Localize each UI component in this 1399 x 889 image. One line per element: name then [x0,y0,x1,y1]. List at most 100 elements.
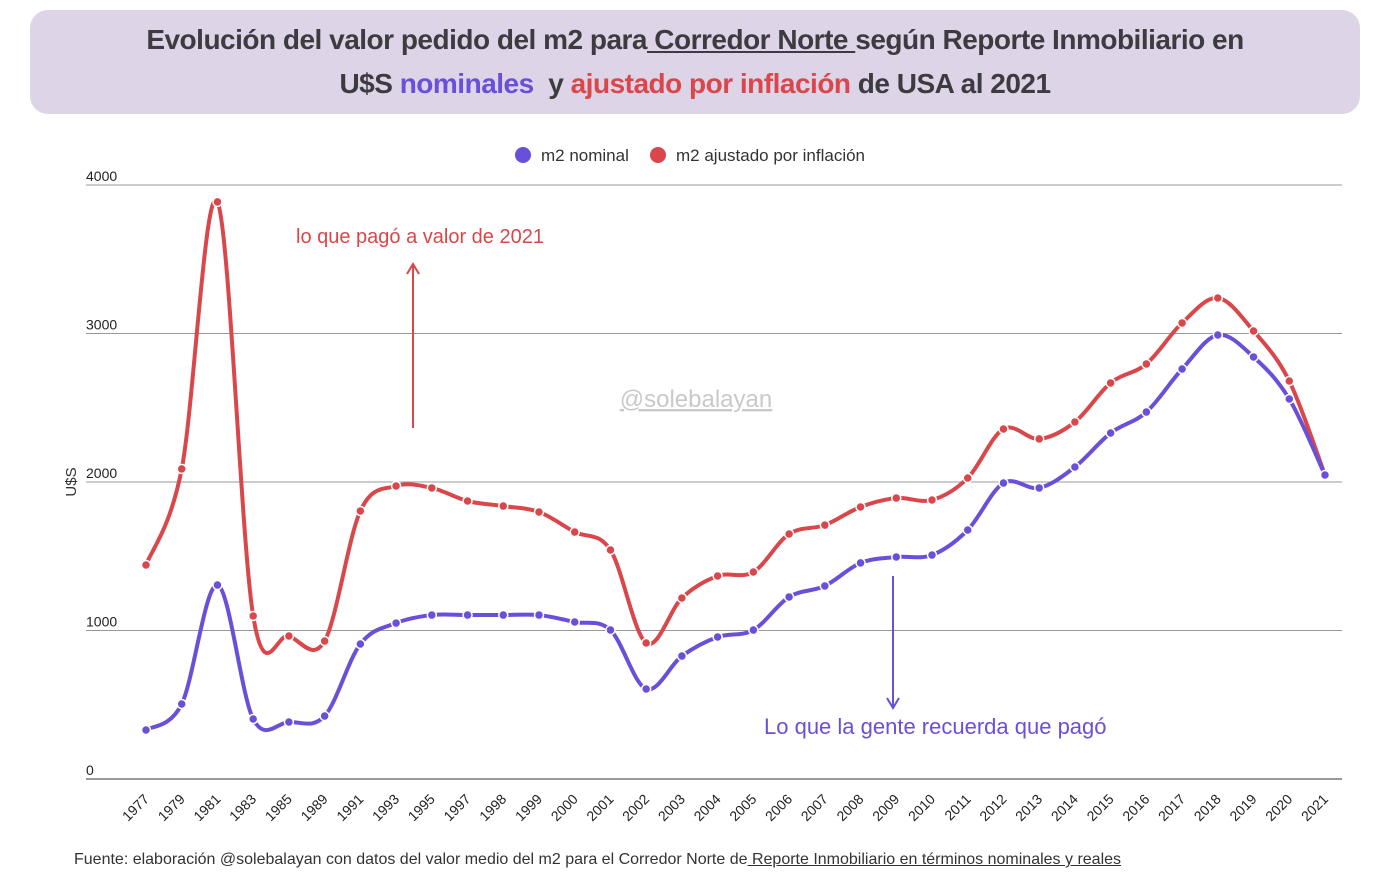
legend-marker-nominal [515,147,531,163]
annotation-nominal: Lo que la gente recuerda que pagó [764,714,1107,739]
watermark: @solebalayan [620,386,772,413]
data-point-nominal[interactable] [498,609,509,621]
title-text: según Reporte Inmobiliario en [855,24,1244,55]
data-point-nominal[interactable] [283,716,295,728]
data-point-nominal[interactable] [676,650,688,662]
x-tick-label: 2004 [690,791,723,824]
x-tick-label: 1979 [155,791,188,824]
data-point-nominal[interactable] [390,617,402,629]
source-footer: Fuente: elaboración @solebalayan con dat… [74,851,1121,869]
data-point-inflation[interactable] [1069,416,1081,428]
data-point-inflation[interactable] [1033,433,1045,445]
x-tick-label: 1983 [226,791,259,824]
data-point-nominal[interactable] [783,591,795,603]
data-point-inflation[interactable] [498,500,509,512]
title-inflation: ajustado por inflación [570,68,851,99]
data-point-inflation[interactable] [355,505,366,517]
data-point-nominal[interactable] [712,631,723,643]
data-point-inflation[interactable] [319,635,330,647]
data-point-inflation[interactable] [783,528,795,540]
data-point-inflation[interactable] [247,610,259,622]
data-point-nominal[interactable] [855,557,866,569]
x-tick-label: 2005 [726,791,759,824]
data-point-nominal[interactable] [640,683,652,695]
x-tick-label: 2000 [548,791,581,824]
data-point-nominal[interactable] [998,477,1009,489]
data-point-nominal[interactable] [1212,329,1224,341]
data-point-inflation[interactable] [819,519,831,531]
data-point-nominal[interactable] [891,551,902,563]
data-point-inflation[interactable] [1141,358,1152,370]
corredor-norte-link[interactable]: Corredor Norte [647,24,856,55]
x-tick-label: 2002 [619,791,652,824]
data-point-nominal[interactable] [605,624,616,636]
x-tick-label: 2015 [1083,791,1116,824]
data-point-nominal[interactable] [1069,461,1081,473]
data-point-inflation[interactable] [212,196,223,208]
x-tick-label: 1989 [297,791,330,824]
legend-label-nominal: m2 nominal [541,146,629,165]
data-point-nominal[interactable] [569,616,580,628]
data-point-nominal[interactable] [533,609,545,621]
data-point-nominal[interactable] [1105,427,1116,439]
x-tick-label: 2012 [976,791,1009,824]
series-line-inflation [144,198,1327,655]
data-point-nominal[interactable] [1033,482,1045,494]
data-point-nominal[interactable] [140,724,152,736]
data-point-inflation[interactable] [962,472,973,484]
data-point-nominal[interactable] [1176,363,1188,375]
data-point-inflation[interactable] [855,501,866,513]
data-point-nominal[interactable] [355,638,366,650]
source-link[interactable]: Reporte Inmobiliario en términos nominal… [747,851,1122,868]
data-point-nominal[interactable] [1284,393,1295,405]
data-point-nominal[interactable] [319,710,330,722]
data-point-nominal[interactable] [426,609,438,621]
data-point-nominal[interactable] [962,524,973,536]
x-tick-label: 2014 [1048,791,1081,824]
x-tick-label: 2017 [1155,791,1188,824]
data-point-inflation[interactable] [891,492,902,504]
data-point-inflation[interactable] [1248,325,1259,337]
data-point-inflation[interactable] [926,494,938,506]
x-tick-label: 1993 [369,791,402,824]
data-point-nominal[interactable] [1141,406,1152,418]
data-point-inflation[interactable] [605,544,616,556]
data-point-inflation[interactable] [1212,292,1224,304]
data-point-nominal[interactable] [212,579,223,591]
x-tick-label: 2016 [1119,791,1152,824]
data-point-inflation[interactable] [462,495,473,507]
data-point-inflation[interactable] [748,566,759,578]
x-tick-label: 2007 [798,791,831,824]
data-point-nominal[interactable] [462,609,473,621]
data-point-inflation[interactable] [1105,377,1116,389]
y-tick-label: 1000 [86,614,117,630]
data-point-nominal[interactable] [247,713,259,725]
title-text: y [533,68,571,99]
data-point-inflation[interactable] [998,423,1009,435]
data-point-nominal[interactable] [819,580,831,592]
data-point-inflation[interactable] [569,526,580,538]
data-point-inflation[interactable] [640,637,652,649]
data-point-inflation[interactable] [676,592,688,604]
data-point-inflation[interactable] [283,630,295,642]
data-point-inflation[interactable] [140,559,152,571]
y-tick-label: 4000 [86,168,117,184]
data-point-inflation[interactable] [426,482,438,494]
data-point-nominal[interactable] [1248,351,1259,363]
data-point-inflation[interactable] [390,480,402,492]
x-tick-label: 2006 [762,791,795,824]
data-point-inflation[interactable] [1176,317,1188,329]
legend-marker-inflation [650,147,666,163]
x-tick-label: 2009 [869,791,902,824]
data-point-nominal[interactable] [926,549,938,561]
data-point-inflation[interactable] [533,506,545,518]
data-point-nominal[interactable] [176,698,187,710]
data-point-inflation[interactable] [176,463,187,475]
data-point-inflation[interactable] [1284,375,1295,387]
data-point-nominal[interactable] [1319,469,1331,481]
x-tick-label: 1985 [262,791,295,824]
data-point-nominal[interactable] [748,624,759,636]
x-tick-label: 1977 [119,791,152,824]
data-point-inflation[interactable] [712,570,723,582]
